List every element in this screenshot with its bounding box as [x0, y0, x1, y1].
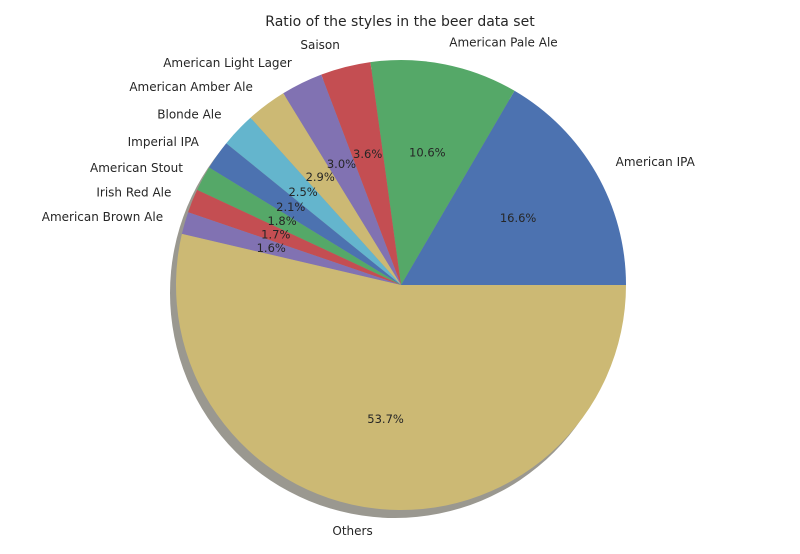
slice-label-american-pale-ale: American Pale Ale: [449, 35, 557, 49]
pie-slice-american-pale-ale: [370, 59, 515, 285]
slice-label-american-ipa: American IPA: [616, 155, 696, 169]
pie-labels: American IPA 16.6% American Pale Ale 10.6% S…: [42, 35, 696, 538]
pie-slice-irish-red-ale: [188, 189, 401, 285]
pie-slice-american-ipa: [401, 90, 626, 286]
slice-pct-saison: 3.6%: [353, 147, 382, 161]
slice-pct-american-amber-ale: 2.9%: [306, 170, 335, 184]
slice-label-american-stout: American Stout: [90, 161, 183, 175]
pie-slice-american-amber-ale: [250, 93, 401, 285]
slice-pct-american-brown-ale: 1.6%: [257, 241, 286, 255]
slice-pct-blonde-ale: 2.5%: [288, 185, 317, 199]
slice-pct-irish-red-ale: 1.7%: [261, 228, 290, 242]
slice-pct-american-light-lager: 3.0%: [327, 157, 356, 171]
chart-title: Ratio of the styles in the beer data set: [265, 14, 535, 30]
pie-slice-saison: [321, 62, 401, 286]
pie-slice-american-stout: [197, 167, 401, 285]
slice-label-american-brown-ale: American Brown Ale: [42, 210, 163, 224]
slice-pct-imperial-ipa: 2.1%: [276, 200, 305, 214]
pie-slice-american-light-lager: [283, 74, 401, 286]
slice-label-irish-red-ale: Irish Red Ale: [96, 186, 171, 200]
slice-label-imperial-ipa: Imperial IPA: [128, 135, 200, 149]
slice-label-others: Others: [332, 524, 372, 538]
slice-pct-american-ipa: 16.6%: [500, 211, 537, 225]
pie-slice-american-brown-ale: [181, 212, 401, 285]
pie-slices: [176, 59, 627, 511]
slice-pct-american-stout: 1.8%: [267, 214, 296, 228]
slice-label-american-amber-ale: American Amber Ale: [129, 80, 253, 94]
pie-slice-blonde-ale: [226, 117, 401, 285]
slice-pct-others: 53.7%: [367, 412, 404, 426]
pie-slice-others: [176, 233, 627, 511]
slice-label-saison: Saison: [300, 38, 340, 52]
pie-slice-imperial-ipa: [209, 143, 401, 285]
slice-label-blonde-ale: Blonde Ale: [157, 108, 221, 122]
slice-pct-american-pale-ale: 10.6%: [409, 146, 446, 160]
slice-label-american-light-lager: American Light Lager: [163, 56, 292, 70]
